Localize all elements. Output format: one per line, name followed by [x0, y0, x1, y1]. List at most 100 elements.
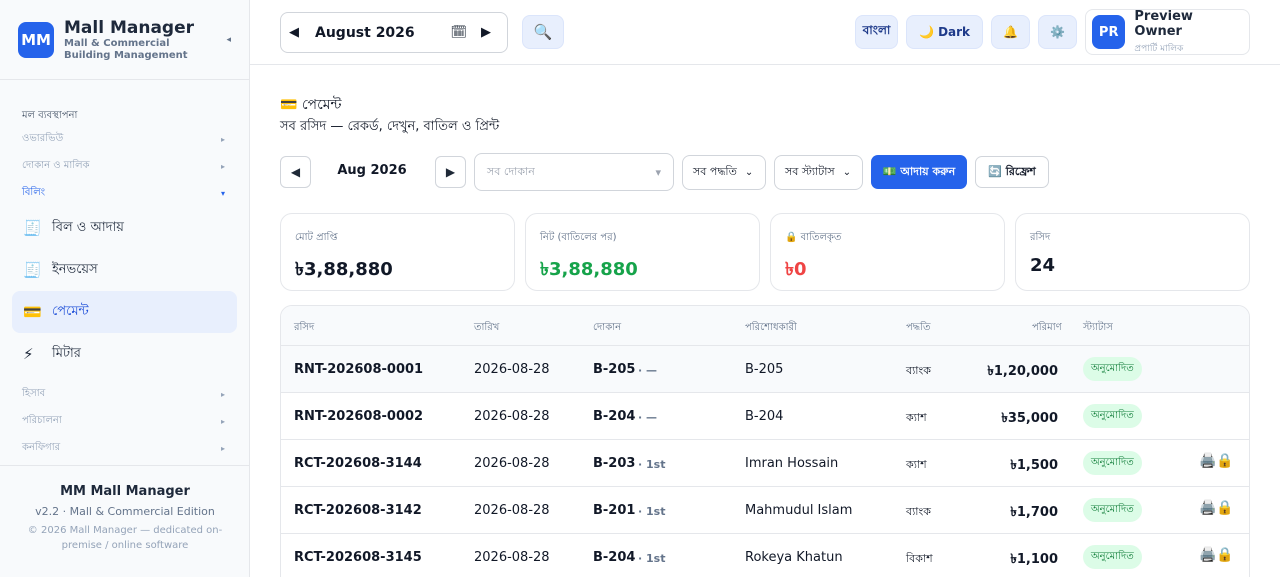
receipt-icon: 🧾: [23, 219, 42, 237]
chevron-down-icon: ⌄: [744, 167, 754, 178]
table-row[interactable]: RNT-202608-0001 2026-08-28 B-205 · — B-205 ব্…: [281, 346, 1249, 393]
table-row[interactable]: RNT-202608-0002 2026-08-28 B-204 · — B-204 ক্…: [281, 393, 1249, 440]
sidebar-group-label: হিসাব: [22, 388, 46, 399]
language-button[interactable]: বাংলা: [855, 15, 898, 49]
sidebar: MM Mall Manager Mall & Commercial Buildi…: [0, 0, 250, 577]
search-icon: 🔍: [533, 23, 553, 41]
refresh-button[interactable]: 🔄 রিফ্রেশ: [975, 156, 1049, 188]
col-shop[interactable]: দোকান: [593, 322, 622, 333]
sidebar-item-meter[interactable]: ⚡ মিটার: [12, 333, 237, 375]
sidebar-group-configure[interactable]: কনফিগার ▸: [0, 435, 249, 462]
cell-floor: · —: [638, 364, 658, 377]
cell-receipt[interactable]: RCT-202608-3142: [294, 503, 422, 518]
cell-method: ব্যাংক: [906, 505, 931, 518]
method-select[interactable]: সব পদ্ধতি ⌄: [682, 155, 766, 190]
card-receipts: রসিদ 24: [1015, 213, 1250, 291]
cell-receipt[interactable]: RNT-202608-0002: [294, 409, 424, 424]
sidebar-group-label: ওভারভিউ: [22, 133, 64, 144]
cell-method: ক্যাশ: [906, 458, 927, 471]
sidebar-item-invoice[interactable]: 🧾 ইনভয়েস: [12, 249, 237, 291]
row-actions-print-lock-icon[interactable]: 🖨️🔒: [1199, 547, 1234, 563]
calendar-icon[interactable]: 🗓: [450, 25, 467, 40]
col-receipt[interactable]: রসিদ: [294, 322, 315, 333]
cell-shop: B-203: [593, 456, 636, 471]
chevron-down-icon: ⌄: [842, 167, 852, 178]
table-row[interactable]: RCT-202608-3145 2026-08-28 B-204 · 1st Rokey…: [281, 534, 1249, 577]
col-payer[interactable]: পরিশোধকারী: [745, 322, 797, 333]
status-badge: অনুমোদিত: [1083, 451, 1142, 475]
month-picker[interactable]: ◀ August 2026 🗓 ▶: [280, 12, 508, 53]
brand-subtitle-1: Mall & Commercial: [64, 37, 170, 49]
settings-button[interactable]: ⚙️: [1038, 15, 1077, 49]
sidebar-collapse-icon[interactable]: ◂: [226, 34, 231, 45]
topbar: ◀ August 2026 🗓 ▶ 🔍 বাংলা 🌙 Dark 🔔 ⚙️ PR…: [250, 0, 1280, 65]
sidebar-group-accounts[interactable]: হিসাব ▸: [0, 381, 249, 408]
credit-card-icon: 💳: [23, 303, 42, 321]
brand-header: MM Mall Manager Mall & Commercial Buildi…: [0, 0, 249, 80]
dark-mode-button[interactable]: 🌙 Dark: [906, 15, 983, 49]
footer-title: MM Mall Manager: [60, 484, 190, 499]
sidebar-nav: মল ব্যবস্থাপনা ওভারভিউ ▸ দোকান ও মালিক ▸…: [0, 80, 249, 462]
cell-payer: Imran Hossain: [745, 456, 839, 471]
table-row[interactable]: RCT-202608-3144 2026-08-28 B-203 · 1st Imran…: [281, 440, 1249, 487]
status-badge: অনুমোদিত: [1083, 404, 1142, 428]
col-status[interactable]: স্ট্যাটাস: [1083, 322, 1113, 333]
sidebar-group-label: পরিচালনা: [22, 415, 62, 426]
col-method[interactable]: পদ্ধতি: [906, 322, 931, 333]
col-date[interactable]: তারিখ: [474, 322, 500, 333]
payments-table: রসিদ তারিখ দোকান পরিশোধকারী পদ্ধতি পরিমা…: [280, 305, 1250, 577]
profile-role: প্রপার্টি মালিক: [1134, 43, 1184, 54]
card-net: নিট (বাতিলের পর) ৳3,88,880: [525, 213, 760, 291]
sidebar-group-label: দোকান ও মালিক: [22, 160, 90, 171]
status-badge: অনুমোদিত: [1083, 498, 1142, 522]
notifications-button[interactable]: 🔔: [991, 15, 1030, 49]
receipt-icon: 🧾: [23, 261, 42, 279]
chevron-right-icon: ▸: [220, 390, 225, 399]
status-badge: অনুমোদিত: [1083, 545, 1142, 569]
row-actions-print-lock-icon[interactable]: 🖨️🔒: [1199, 500, 1234, 516]
sidebar-section-head: মল ব্যবস্থাপনা: [22, 110, 78, 121]
cell-amount: ৳1,100: [1010, 552, 1058, 567]
filter-prev-month-button[interactable]: ◀: [280, 156, 311, 188]
cell-amount: ৳35,000: [1001, 411, 1058, 426]
card-label: নিট (বাতিলের পর): [540, 232, 617, 243]
sidebar-item-bills[interactable]: 🧾 বিল ও আদায়: [12, 207, 237, 249]
status-badge: অনুমোদিত: [1083, 357, 1142, 381]
month-value[interactable]: August 2026: [315, 24, 415, 41]
month-prev-icon[interactable]: ◀: [289, 25, 299, 40]
card-value: ৳0: [785, 259, 807, 280]
card-label: 🔒 বাতিলকৃত: [785, 232, 842, 243]
cell-amount: ৳1,700: [1010, 505, 1058, 520]
profile-name: Preview Owner: [1134, 8, 1193, 39]
table-row[interactable]: RCT-202608-3142 2026-08-28 B-201 · 1st Mahmu…: [281, 487, 1249, 534]
month-next-icon[interactable]: ▶: [481, 25, 491, 40]
filter-next-month-button[interactable]: ▶: [435, 156, 466, 188]
cell-method: বিকাশ: [906, 552, 933, 565]
sidebar-group-operations[interactable]: পরিচালনা ▸: [0, 408, 249, 435]
status-select[interactable]: সব স্ট্যাটাস ⌄: [774, 155, 863, 190]
gear-icon: ⚙️: [1050, 25, 1065, 39]
shop-select[interactable]: সব দোকান ▾: [474, 153, 674, 191]
collect-payment-button[interactable]: 💵 আদায় করুন: [871, 155, 967, 189]
chevron-right-icon: ▸: [220, 444, 225, 453]
profile-menu[interactable]: PR Preview Owner প্রপার্টি মালিক: [1085, 9, 1250, 55]
sidebar-item-payment[interactable]: 💳 পেমেন্ট: [12, 291, 237, 333]
cell-floor: · 1st: [638, 505, 666, 518]
card-cancelled: 🔒 বাতিলকৃত ৳0: [770, 213, 1005, 291]
col-amount[interactable]: পরিমাণ: [1032, 322, 1062, 333]
cell-receipt[interactable]: RCT-202608-3144: [294, 456, 422, 471]
page-subtitle: সব রসিদ — রেকর্ড, দেখুন, বাতিল ও প্রিন্ট: [280, 119, 500, 134]
sidebar-group-shops[interactable]: দোকান ও মালিক ▸: [0, 153, 249, 180]
cell-receipt[interactable]: RCT-202608-3145: [294, 550, 422, 565]
footer-version: v2.2 · Mall & Commercial Edition: [35, 505, 215, 518]
cell-receipt[interactable]: RNT-202608-0001: [294, 362, 424, 377]
brand-subtitle-2: Building Management: [64, 49, 188, 61]
row-actions-print-lock-icon[interactable]: 🖨️🔒: [1199, 453, 1234, 469]
chevron-down-icon: ▾: [220, 189, 225, 198]
cell-method: ক্যাশ: [906, 411, 927, 424]
sidebar-group-overview[interactable]: ওভারভিউ ▸: [0, 126, 249, 153]
sidebar-group-billing[interactable]: বিলিং ▾: [0, 180, 249, 207]
cell-shop: B-205: [593, 362, 636, 377]
search-button[interactable]: 🔍: [522, 15, 564, 49]
cell-floor: · —: [638, 411, 658, 424]
